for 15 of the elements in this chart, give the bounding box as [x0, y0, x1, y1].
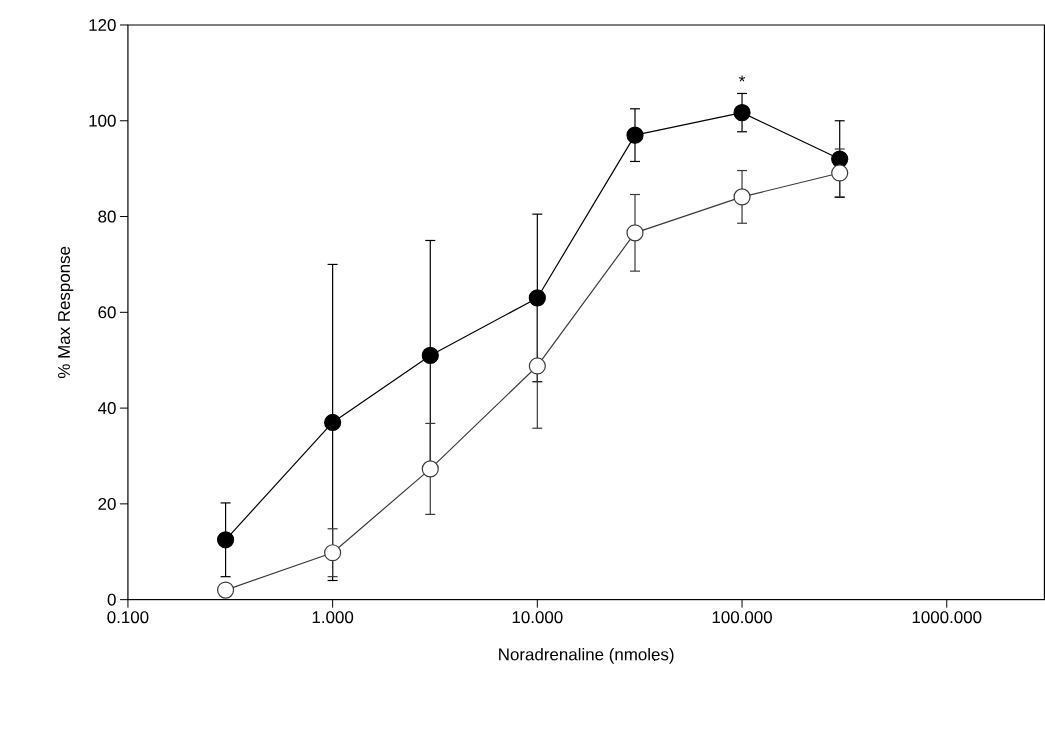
y-tick-label: 100	[89, 114, 116, 127]
y-tick-label: 20	[98, 498, 116, 511]
y-tick-label: 40	[97, 402, 116, 415]
annotation: *	[739, 75, 746, 82]
x-tick-label: 1.000	[312, 611, 354, 624]
x-tick-label: 100.000	[712, 611, 772, 624]
y-tick-label: 120	[89, 19, 116, 32]
y-tick-label: 80	[98, 210, 116, 223]
x-tick-label: 0.100	[107, 611, 149, 624]
y-axis-title: % Max Response	[58, 246, 74, 379]
x-tick-label: 10.000	[512, 611, 563, 624]
y-tick-label: 60	[98, 306, 116, 319]
y-tick-label: 0	[107, 593, 116, 606]
x-axis-title: Noradrenaline (nmoles)	[499, 648, 674, 664]
x-tick-label: 1000.000	[912, 611, 982, 624]
